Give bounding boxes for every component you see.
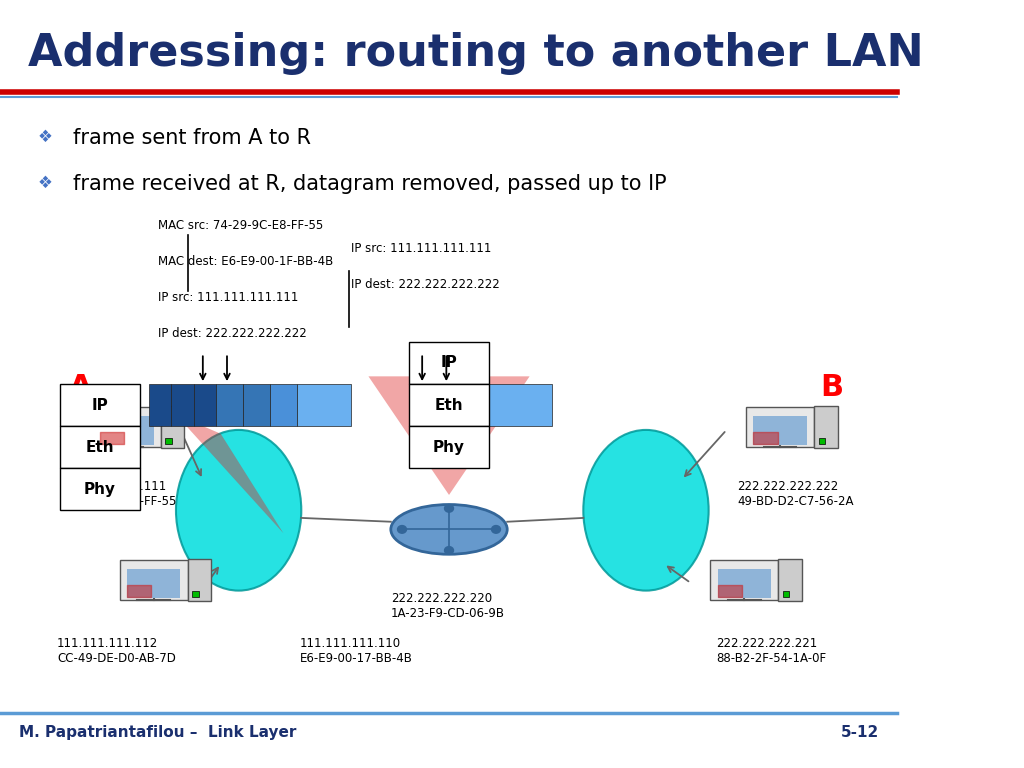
- Text: 5-12: 5-12: [841, 724, 879, 740]
- Text: 111.111.111.111
74-29-9C-E8-FF-55: 111.111.111.111 74-29-9C-E8-FF-55: [66, 480, 176, 508]
- Text: IP src: 111.111.111.111: IP src: 111.111.111.111: [158, 291, 298, 304]
- Bar: [216, 384, 243, 426]
- FancyBboxPatch shape: [746, 407, 814, 447]
- Text: B: B: [820, 373, 844, 402]
- Bar: [171, 384, 194, 426]
- Text: 111.111.111.110
E6-E9-00-17-BB-4B: 111.111.111.110 E6-E9-00-17-BB-4B: [299, 637, 413, 664]
- Text: MAC src: 74-29-9C-E8-FF-55: MAC src: 74-29-9C-E8-FF-55: [158, 220, 324, 233]
- Text: MAC dest: E6-E9-00-1F-BB-4B: MAC dest: E6-E9-00-1F-BB-4B: [158, 256, 333, 269]
- Bar: [59, 426, 140, 468]
- Bar: [59, 384, 140, 426]
- Bar: [243, 384, 270, 426]
- Bar: [783, 591, 790, 597]
- Text: Phy: Phy: [433, 439, 465, 455]
- Text: M. Papatriantafilou –  Link Layer: M. Papatriantafilou – Link Layer: [19, 724, 297, 740]
- Text: 222.222.222.222
49-BD-D2-C7-56-2A: 222.222.222.222 49-BD-D2-C7-56-2A: [737, 480, 854, 508]
- Text: ❖: ❖: [37, 174, 52, 191]
- Bar: [409, 342, 489, 384]
- FancyBboxPatch shape: [711, 560, 778, 600]
- Bar: [270, 384, 297, 426]
- FancyBboxPatch shape: [120, 560, 187, 600]
- Bar: [489, 384, 552, 426]
- Circle shape: [444, 547, 454, 554]
- Bar: [194, 384, 216, 426]
- Bar: [409, 384, 489, 426]
- Text: Addressing: routing to another LAN: Addressing: routing to another LAN: [29, 32, 924, 75]
- Text: A: A: [69, 373, 92, 402]
- Circle shape: [444, 505, 454, 512]
- Polygon shape: [176, 415, 284, 533]
- Text: IP: IP: [440, 356, 458, 370]
- Bar: [193, 591, 199, 597]
- Text: IP dest: 222.222.222.222: IP dest: 222.222.222.222: [350, 278, 500, 291]
- Bar: [431, 384, 454, 426]
- Text: frame received at R, datagram removed, passed up to IP: frame received at R, datagram removed, p…: [73, 174, 667, 194]
- Bar: [409, 426, 489, 468]
- FancyBboxPatch shape: [93, 407, 161, 447]
- Text: Eth: Eth: [86, 439, 115, 455]
- Ellipse shape: [391, 505, 507, 554]
- Ellipse shape: [176, 430, 301, 591]
- FancyBboxPatch shape: [814, 406, 838, 449]
- Ellipse shape: [584, 430, 709, 591]
- Text: 222.222.222.221
88-B2-2F-54-1A-0F: 222.222.222.221 88-B2-2F-54-1A-0F: [716, 637, 826, 664]
- Bar: [165, 438, 172, 444]
- Bar: [718, 569, 771, 598]
- Text: IP dest: 222.222.222.222: IP dest: 222.222.222.222: [158, 327, 307, 340]
- Text: IP: IP: [91, 398, 109, 412]
- FancyBboxPatch shape: [187, 559, 211, 601]
- Bar: [59, 468, 140, 510]
- Text: ❖: ❖: [37, 127, 52, 146]
- Text: 111.111.111.112
CC-49-DE-D0-AB-7D: 111.111.111.112 CC-49-DE-D0-AB-7D: [57, 637, 176, 664]
- Bar: [297, 384, 350, 426]
- Bar: [409, 384, 431, 426]
- Polygon shape: [369, 376, 529, 495]
- Bar: [454, 384, 489, 426]
- Bar: [819, 438, 825, 444]
- Text: IP src: 111.111.111.111: IP src: 111.111.111.111: [350, 243, 490, 256]
- Text: Eth: Eth: [435, 398, 463, 412]
- Text: Phy: Phy: [84, 482, 116, 497]
- FancyBboxPatch shape: [161, 406, 184, 449]
- Circle shape: [397, 525, 407, 533]
- Text: frame sent from A to R: frame sent from A to R: [73, 127, 311, 147]
- Bar: [127, 569, 180, 598]
- Circle shape: [492, 525, 501, 533]
- Bar: [100, 415, 154, 445]
- Bar: [150, 384, 171, 426]
- Text: 222.222.222.220
1A-23-F9-CD-06-9B: 222.222.222.220 1A-23-F9-CD-06-9B: [391, 592, 505, 620]
- Bar: [754, 415, 807, 445]
- FancyBboxPatch shape: [778, 559, 802, 601]
